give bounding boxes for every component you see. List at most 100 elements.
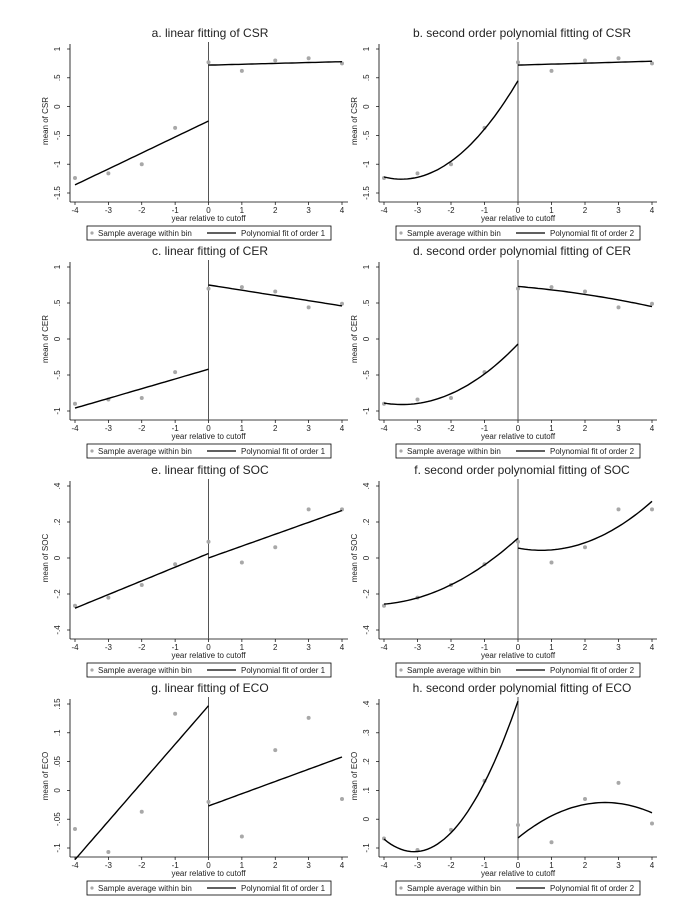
fit-line-left [74, 552, 209, 609]
x-tick-label: 2 [583, 206, 588, 215]
y-tick-label: -.5 [53, 130, 62, 140]
legend-label-points: Sample average within bin [98, 229, 192, 238]
x-tick-label: 0 [206, 861, 211, 870]
y-tick-label: -.5 [362, 370, 371, 380]
bin-mean-point [239, 560, 244, 565]
x-tick-label: 0 [516, 424, 521, 433]
subplot-d: d. second order polynomial fitting of CE… [350, 244, 657, 459]
subplot-title: e. linear fitting of SOC [151, 463, 269, 477]
subplot-e: e. linear fitting of SOC -.4 -.2 0 .2 .4 -4 -3 -… [41, 463, 348, 678]
bin-mean-point [173, 711, 178, 716]
fit-line-right [208, 284, 343, 307]
fit-line-right [208, 61, 343, 66]
bin-mean-point [583, 289, 587, 294]
x-tick-label: 1 [549, 206, 554, 215]
x-tick-label: 1 [240, 643, 245, 652]
x-tick-label: -2 [138, 861, 146, 870]
legend-label-points: Sample average within bin [98, 447, 192, 456]
legend-point-marker [90, 668, 94, 672]
y-tick-label: .05 [53, 755, 62, 767]
x-tick-label: 4 [650, 206, 655, 215]
bin-mean-point [549, 68, 554, 73]
y-tick-label: 0 [53, 555, 62, 560]
x-tick-label: -3 [414, 861, 422, 870]
y-tick-label: -.4 [362, 625, 371, 635]
bin-mean-point [206, 60, 211, 65]
legend: Sample average within bin Polynomial fit … [395, 662, 641, 678]
bin-mean-point [650, 507, 654, 512]
y-tick-label: -1 [362, 160, 371, 168]
legend-label-fit: Polynomial fit of order 1 [241, 447, 326, 456]
legend: Sample average within bin Polynomial fit … [86, 880, 332, 896]
x-tick-label: -4 [380, 861, 388, 870]
x-tick-label: -4 [71, 424, 79, 433]
legend-point-marker [399, 449, 403, 453]
subplot-h: h. second order polynomial fitting of EC… [350, 681, 657, 896]
x-tick-label: -4 [380, 643, 388, 652]
legend-label-fit: Polynomial fit of order 2 [550, 884, 635, 893]
legend: Sample average within bin Polynomial fit … [86, 662, 332, 678]
y-axis-label: mean of SOC [41, 534, 50, 583]
x-tick-label: 3 [616, 206, 621, 215]
bin-mean-point [273, 545, 278, 550]
x-tick-label: -2 [138, 424, 146, 433]
bin-mean-point [306, 56, 311, 61]
bin-mean-point [73, 826, 77, 831]
x-tick-label: 0 [206, 643, 211, 652]
x-tick-label: 2 [273, 206, 278, 215]
subplot-a: a. linear fitting of CSR -1.5 -1 -.5 0 .5 1 -4 -… [41, 26, 348, 241]
bin-mean-point [516, 60, 520, 65]
x-tick-label: -1 [172, 643, 180, 652]
y-tick-label: -.5 [362, 130, 371, 140]
legend-point-marker [90, 231, 94, 235]
x-axis-label: year relative to cutoff [481, 651, 556, 660]
bin-mean-point [206, 799, 211, 804]
x-tick-label: 2 [273, 643, 278, 652]
x-tick-label: 4 [340, 424, 345, 433]
bin-mean-point [583, 58, 587, 63]
fit-line-left [74, 120, 209, 186]
y-tick-label: .4 [362, 700, 371, 707]
subplot-title: a. linear fitting of CSR [152, 26, 269, 40]
y-tick-label: .4 [53, 482, 62, 489]
fit-line-left [383, 537, 519, 605]
x-axis-label: year relative to cutoff [171, 869, 246, 878]
x-tick-label: 3 [616, 643, 621, 652]
legend: Sample average within bin Polynomial fit … [86, 443, 332, 459]
x-tick-label: -4 [71, 643, 79, 652]
x-tick-label: 2 [273, 861, 278, 870]
fit-line-left [74, 705, 210, 861]
legend-label-fit: Polynomial fit of order 1 [241, 229, 326, 238]
x-tick-label: -2 [447, 424, 455, 433]
x-tick-label: 4 [340, 861, 345, 870]
y-tick-label: -1 [362, 407, 371, 415]
y-tick-label: -1 [53, 160, 62, 168]
y-tick-label: -.1 [362, 843, 371, 853]
subplot-title: c. linear fitting of CER [152, 244, 268, 258]
y-tick-label: 0 [362, 816, 371, 821]
y-tick-label: .2 [53, 518, 62, 525]
bin-mean-point [173, 562, 178, 567]
x-tick-label: 1 [549, 643, 554, 652]
bin-mean-point [206, 539, 211, 544]
y-tick-label: 0 [53, 336, 62, 341]
x-tick-label: -2 [138, 643, 146, 652]
bin-mean-point [139, 162, 144, 167]
y-tick-label: -.05 [53, 812, 62, 826]
x-tick-label: 4 [340, 643, 345, 652]
bin-mean-point [449, 162, 453, 167]
x-tick-label: 4 [650, 424, 655, 433]
bin-mean-point [340, 797, 344, 802]
bin-mean-point [616, 56, 621, 61]
bin-mean-point [273, 58, 278, 63]
legend-label-points: Sample average within bin [407, 884, 501, 893]
bin-mean-point [616, 305, 621, 310]
x-axis-label: year relative to cutoff [481, 432, 556, 441]
legend-point-marker [90, 886, 94, 890]
bin-mean-point [206, 286, 211, 291]
bin-mean-point [306, 715, 311, 720]
y-tick-label: 1 [362, 264, 371, 269]
bin-mean-point [340, 301, 344, 306]
bin-mean-point [650, 821, 654, 826]
